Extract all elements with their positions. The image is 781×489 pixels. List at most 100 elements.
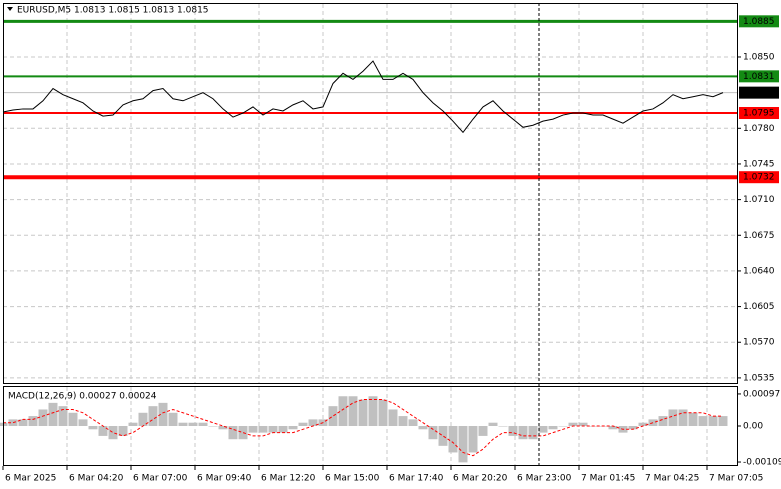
macd-bar	[218, 426, 228, 430]
chart-title: EURUSD,M5 1.0813 1.0815 1.0813 1.0815	[17, 6, 209, 16]
signal-line	[3, 399, 723, 457]
macd-bar	[98, 426, 108, 436]
macd-bar	[338, 396, 348, 426]
price-line	[2, 60, 724, 134]
macd-bar	[198, 422, 208, 426]
macd-bar	[108, 426, 118, 440]
macd-bar	[508, 426, 518, 436]
price-panel-frame	[3, 3, 738, 384]
macd-bar	[488, 422, 498, 426]
macd-bar	[148, 406, 158, 426]
y-tick-label: 0.00097	[743, 389, 780, 399]
y-tick-label: 1.0745	[743, 159, 775, 169]
macd-bar	[88, 426, 98, 430]
y-tick-label: 1.0605	[743, 302, 775, 312]
macd-bar	[228, 426, 238, 440]
macd-bar	[608, 426, 618, 430]
macd-bar	[468, 426, 478, 453]
macd-bar	[388, 409, 398, 426]
macd-bar	[258, 426, 268, 433]
symbol-menu-icon[interactable]	[7, 7, 13, 11]
macd-bar	[188, 422, 198, 426]
level-label: 1.0815	[743, 88, 775, 98]
macd-bar	[668, 409, 678, 426]
macd-bar	[208, 426, 218, 427]
y-tick-label: 1.0570	[743, 338, 775, 348]
macd-bar	[438, 426, 448, 446]
y-tick-label: 1.0675	[743, 231, 775, 241]
macd-bar	[378, 399, 388, 426]
macd-bar	[458, 426, 468, 463]
macd-bar	[638, 422, 648, 426]
level-label-bg	[739, 86, 779, 99]
level-label: 1.0831	[743, 72, 775, 82]
y-tick-label: 1.0535	[743, 373, 775, 383]
x-tick-label: 6 Mar 20:20	[453, 474, 508, 484]
macd-bar	[448, 426, 458, 453]
macd-bar	[298, 422, 308, 426]
y-tick-label: 1.0710	[743, 195, 775, 205]
macd-bar	[328, 406, 338, 426]
macd-bar	[138, 412, 148, 426]
macd-bar	[48, 402, 58, 426]
macd-bar	[248, 426, 258, 433]
macd-bar	[348, 396, 358, 426]
macd-bar	[398, 416, 408, 426]
macd-bar	[578, 422, 588, 426]
macd-bar	[408, 419, 418, 426]
x-tick-label: 6 Mar 12:20	[261, 474, 316, 484]
data-layer	[0, 19, 738, 463]
macd-title: MACD(12,26,9) 0.00027 0.00024	[8, 392, 157, 402]
macd-bar	[38, 409, 48, 426]
macd-bar	[168, 412, 178, 426]
grid-layer: 1.0850 1.0780 1.0745 1.0710 1.0675 1.0640 1.06…	[2, 4, 781, 484]
macd-bar	[288, 426, 298, 430]
x-tick-label: 6 Mar 07:00	[133, 474, 188, 484]
y-tick-label: 0.00	[743, 422, 763, 432]
macd-bar	[548, 426, 558, 430]
x-tick-label: 6 Mar 15:00	[325, 474, 380, 484]
macd-bar	[558, 426, 568, 427]
y-tick-label: 1.0850	[743, 52, 775, 62]
macd-bar	[18, 419, 28, 426]
macd-bar	[478, 426, 488, 436]
macd-bar	[128, 422, 138, 426]
y-tick-label: -0.00109	[743, 458, 781, 468]
level-label: 1.0885	[743, 17, 775, 27]
x-tick-label: 6 Mar 09:40	[197, 474, 252, 484]
macd-bar	[568, 422, 578, 426]
macd-bar	[698, 416, 708, 426]
level-label: 1.0795	[743, 109, 775, 119]
x-tick-label: 6 Mar 17:40	[389, 474, 444, 484]
x-tick-label: 7 Mar 01:45	[581, 474, 635, 484]
macd-bar	[708, 416, 718, 426]
macd-bar	[238, 426, 248, 440]
macd-bar	[308, 419, 318, 426]
y-tick-label: 1.0780	[743, 124, 775, 134]
macd-panel-frame	[3, 386, 738, 466]
macd-bar	[628, 426, 638, 430]
macd-bar	[118, 426, 128, 436]
macd-bar	[418, 426, 428, 430]
macd-bar	[78, 419, 88, 426]
macd-bar	[718, 416, 728, 426]
x-tick-label: 6 Mar 2025	[5, 474, 56, 484]
macd-bar	[358, 399, 368, 426]
macd-bar	[678, 409, 688, 426]
macd-bar	[428, 426, 438, 440]
level-label: 1.0732	[743, 173, 775, 183]
level-label-bg	[739, 171, 779, 184]
level-label-bg	[739, 70, 779, 83]
macd-bar	[278, 426, 288, 433]
macd-bar	[28, 416, 38, 426]
macd-bar	[68, 412, 78, 426]
macd-bar	[368, 396, 378, 426]
x-tick-label: 7 Mar 04:25	[645, 474, 699, 484]
x-tick-label: 6 Mar 23:00	[517, 474, 572, 484]
macd-bar	[178, 422, 188, 426]
x-tick-label: 7 Mar 07:05	[709, 474, 763, 484]
x-tick-label: 6 Mar 04:20	[69, 474, 124, 484]
y-tick-label: 1.0640	[743, 266, 775, 276]
